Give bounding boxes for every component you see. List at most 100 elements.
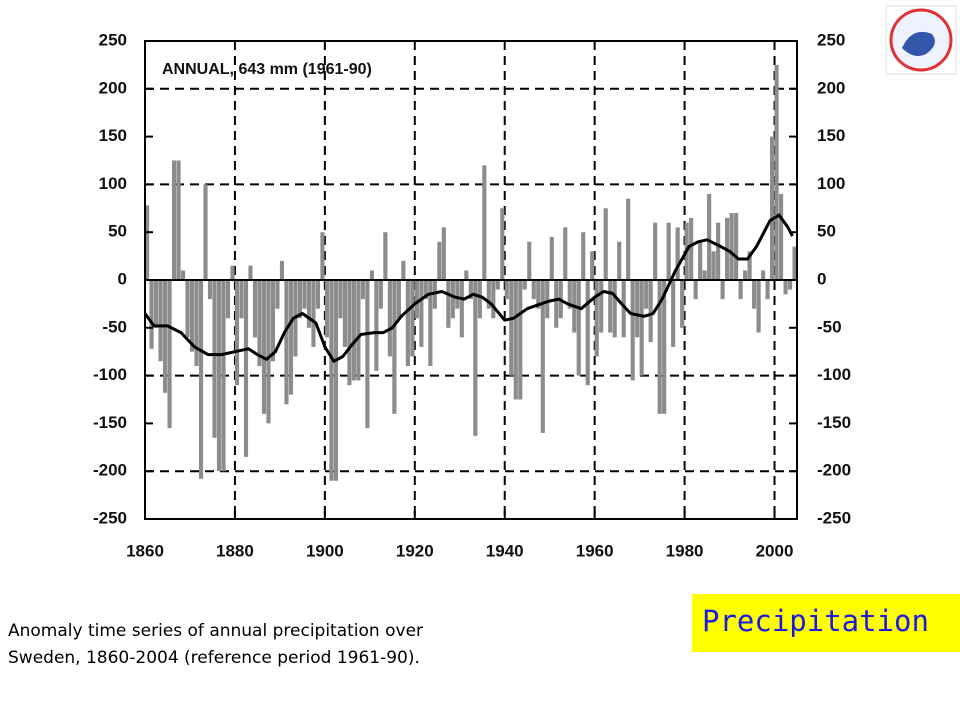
x-tick-label: 1920 [396, 541, 434, 560]
bar [738, 280, 743, 300]
bar [743, 270, 748, 280]
y-tick-label: -100 [93, 365, 127, 384]
bar [540, 280, 545, 433]
bar [698, 241, 703, 280]
bar [423, 280, 428, 300]
bar [653, 222, 658, 280]
bar [522, 280, 527, 290]
bar [473, 280, 478, 436]
bar [351, 280, 356, 381]
bar [554, 280, 559, 328]
bar [216, 280, 222, 472]
bar [297, 280, 303, 319]
axes: 1860 1880 1900 1920 1940 1960 1980 2000-250-200… [93, 30, 851, 560]
plot: 1860 1880 1900 1920 1940 1960 1980 2000-250-200… [93, 30, 851, 560]
bar [145, 205, 150, 280]
bar [666, 222, 671, 280]
bar [693, 280, 698, 300]
label-box [692, 594, 960, 652]
bar [248, 265, 253, 280]
bar [468, 280, 473, 300]
bar [585, 280, 590, 386]
bar [234, 280, 240, 386]
bar [783, 280, 788, 295]
bar [306, 280, 312, 328]
bar [648, 280, 653, 343]
y2-tick-label: 150 [817, 126, 845, 145]
bar [549, 236, 554, 280]
bar [504, 280, 509, 300]
grid [145, 41, 797, 519]
bar [405, 280, 410, 367]
y-tick-label: -50 [102, 317, 127, 336]
bar [608, 280, 613, 333]
bar [266, 280, 271, 424]
bar [675, 227, 680, 280]
bar [639, 280, 644, 376]
y2-tick-label: 200 [817, 78, 845, 97]
bar [149, 280, 154, 349]
bar [365, 280, 370, 429]
y-tick-label: -200 [93, 461, 127, 480]
y2-tick-label: 100 [817, 174, 845, 193]
bar [198, 280, 204, 479]
bar [486, 280, 491, 309]
bar [509, 280, 514, 376]
plot-frame [144, 40, 798, 520]
bar [455, 280, 460, 309]
bar [383, 232, 388, 280]
bar [603, 208, 608, 280]
x-tick-label: 1960 [576, 541, 614, 560]
bar [689, 217, 694, 280]
caption-line: Sweden, 1860-2004 (reference period 1961… [8, 648, 420, 668]
bar [410, 280, 415, 357]
bar [203, 184, 208, 280]
bar [329, 280, 334, 481]
bar [513, 280, 518, 400]
y2-tick-label: 50 [817, 222, 836, 241]
y-tick-label: 100 [99, 174, 127, 193]
logo [885, 5, 957, 75]
bar [176, 160, 181, 280]
chart-annotation: ANNUAL, 643 mm (1961-90) [162, 61, 372, 78]
bar [221, 280, 226, 472]
bar [387, 280, 392, 357]
x-tick-label: 1940 [486, 541, 524, 560]
bar [617, 241, 622, 280]
bar [288, 280, 294, 395]
bar [599, 280, 604, 333]
bar [185, 280, 190, 338]
bar [239, 280, 244, 319]
bar [450, 280, 455, 319]
bar [320, 232, 325, 280]
bar [581, 232, 586, 280]
bar [207, 280, 213, 300]
bar [495, 280, 500, 290]
bar [792, 246, 797, 280]
bar [158, 280, 163, 362]
x-tick-label: 2000 [756, 541, 794, 560]
bar [356, 280, 361, 381]
bar [243, 280, 249, 457]
bar [756, 280, 761, 333]
bar [230, 265, 235, 280]
bar [477, 280, 482, 319]
bar [374, 280, 379, 371]
bar [437, 241, 442, 280]
bar [261, 280, 267, 414]
bar [716, 222, 721, 280]
bar [671, 280, 676, 347]
bar [225, 280, 231, 319]
bar [563, 227, 568, 280]
bar [414, 280, 419, 319]
bar [711, 251, 716, 280]
y2-tick-label: -250 [817, 508, 851, 527]
bar [401, 260, 406, 280]
smoothed-line [143, 213, 794, 363]
bar [729, 213, 734, 280]
bar [464, 270, 469, 280]
bar [252, 280, 258, 338]
bar [518, 280, 523, 400]
bar [500, 208, 505, 280]
bar [770, 136, 775, 280]
